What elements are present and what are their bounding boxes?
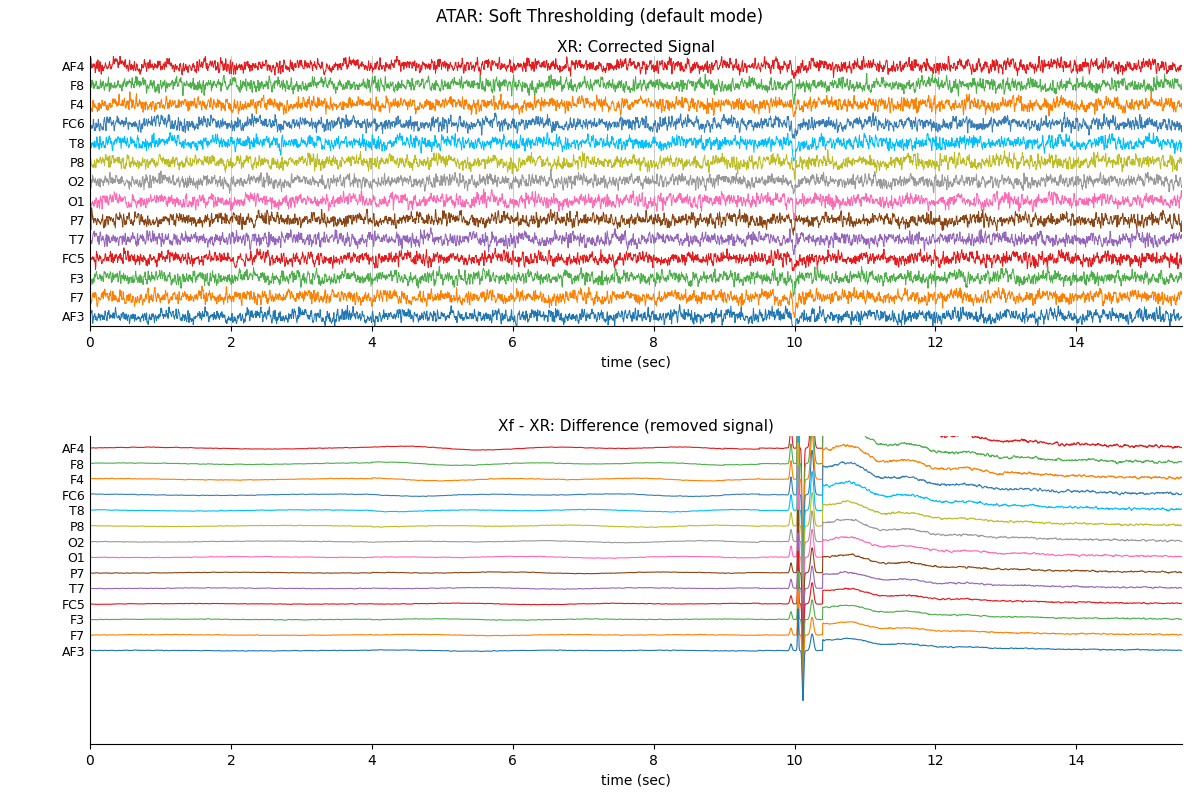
Title: Xf - XR: Difference (removed signal): Xf - XR: Difference (removed signal) [498, 419, 774, 434]
X-axis label: time (sec): time (sec) [601, 355, 671, 369]
X-axis label: time (sec): time (sec) [601, 774, 671, 787]
Text: ATAR: Soft Thresholding (default mode): ATAR: Soft Thresholding (default mode) [437, 8, 763, 26]
Title: XR: Corrected Signal: XR: Corrected Signal [557, 40, 715, 55]
